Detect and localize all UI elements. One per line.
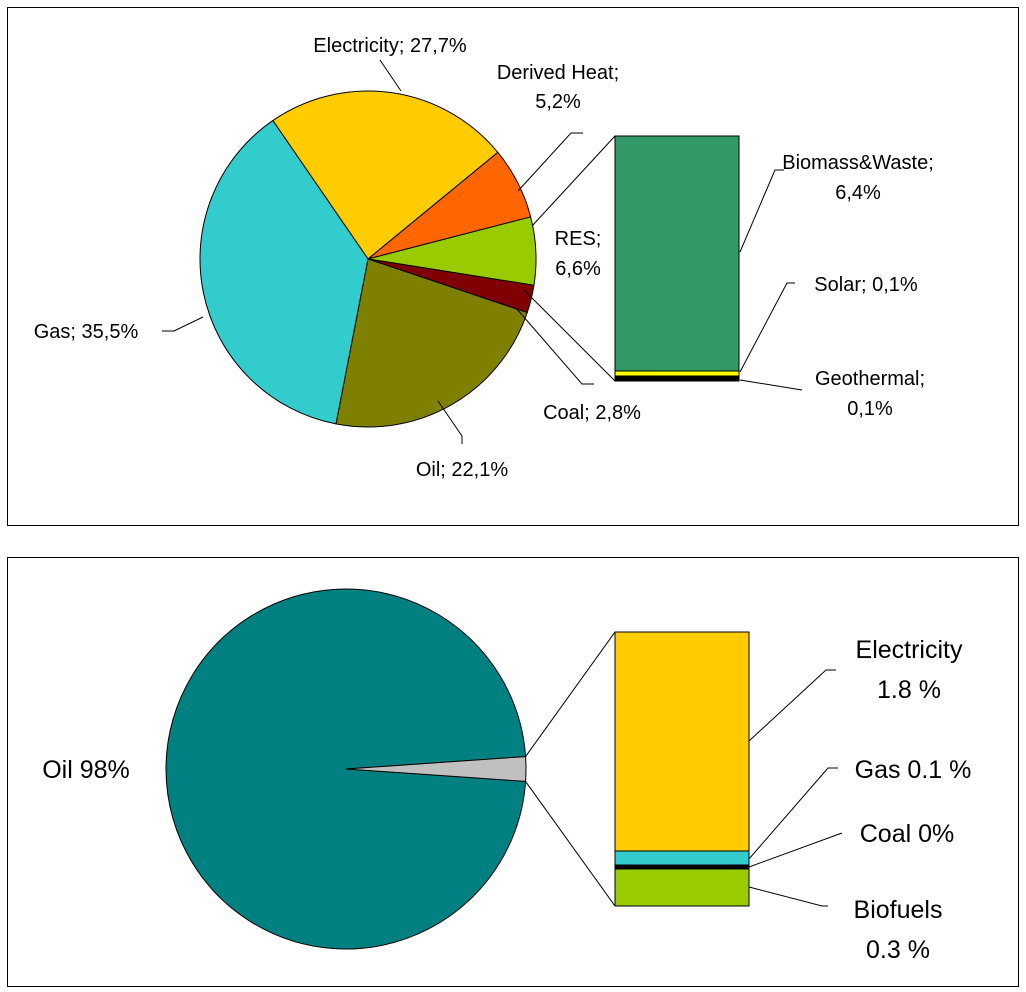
pie1-label-electricity: Electricity; 27,7%	[313, 35, 467, 57]
pie1-label-derived-heat: Derived Heat; 5,2%	[497, 62, 619, 113]
bar1-label-solar: Solar; 0,1%	[814, 274, 918, 296]
bar2-segment-coal	[614, 864, 750, 870]
bar1-label-geothermal-line: Geothermal;	[815, 368, 925, 390]
pie2-slice-other	[345, 756, 527, 782]
pie1-label-coal: Coal; 2,8%	[543, 402, 641, 424]
pie1-leader-electricity	[379, 59, 402, 92]
pie1-connector-top	[531, 135, 616, 227]
bar2-segment-gas	[614, 850, 750, 866]
bar1-leader-solar	[739, 282, 795, 373]
bar2-label-electricity: Electricity 1.8 %	[856, 636, 963, 704]
pie1-slice-electricity	[272, 90, 499, 260]
pie1-label-derived-heat-line: 5,2%	[535, 91, 581, 113]
bar2-segment-electricity	[614, 631, 750, 852]
pie1-label-oil: Oil; 22,1%	[416, 459, 508, 481]
pie1-leader-oil	[437, 400, 463, 444]
bar1-label-biomass-waste-line: Biomass&Waste;	[782, 152, 934, 174]
pie2-label-oil: Oil 98%	[42, 756, 130, 784]
pie1-label-res: RES; 6,6%	[555, 228, 602, 280]
bar1-leader-biomass-waste	[739, 169, 784, 253]
bar2-label-biofuels: Biofuels 0.3 %	[854, 896, 943, 964]
bar1-leader-geothermal	[739, 379, 803, 391]
bar2-leader-biofuels	[748, 886, 828, 907]
pie1-slice-oil	[335, 258, 528, 428]
bar2-segment-biofuels	[614, 868, 750, 907]
bar2-label-gas: Gas 0.1 %	[855, 756, 972, 784]
bar1-label-biomass-waste-line: 6,4%	[835, 182, 881, 204]
pie1-label-res-line: RES;	[555, 228, 602, 250]
pie2-connector-top	[525, 631, 616, 757]
bar2-label-biofuels-line: 0.3 %	[866, 936, 930, 964]
pie2-connector-bottom	[525, 781, 616, 907]
pie1-connector-bottom	[523, 289, 616, 382]
pie1-label-derived-heat-line: Derived Heat;	[497, 62, 619, 84]
bar2-label-coal: Coal 0%	[860, 820, 955, 848]
pie1-leader-gas	[162, 316, 204, 332]
pie1-label-res-line: 6,6%	[555, 258, 601, 280]
bar2-leader-coal	[748, 832, 843, 868]
bar2-label-electricity-line: 1.8 %	[877, 676, 941, 704]
pie2-slice-oil	[165, 588, 527, 950]
pie1-label-gas: Gas; 35,5%	[34, 321, 139, 343]
bar1-label-biomass-waste: Biomass&Waste; 6,4%	[782, 152, 934, 204]
bar2-label-biofuels-line: Biofuels	[854, 896, 943, 924]
pie1-slice-gas	[199, 119, 369, 425]
pie1-leader-coal	[515, 307, 594, 385]
bar2-label-electricity-line: Electricity	[856, 636, 963, 664]
bar1-label-geothermal: Geothermal; 0,1%	[815, 368, 925, 420]
bar2-leader-electricity	[748, 669, 836, 742]
bar1-label-geothermal-line: 0,1%	[847, 398, 893, 420]
bar1-segment-biomass-waste	[614, 135, 740, 372]
bar2-leader-gas	[748, 767, 838, 860]
bar1-segment-geothermal	[614, 375, 740, 382]
pie1-leader-derived-heat	[517, 132, 583, 192]
bar1-segment-solar	[614, 370, 740, 377]
